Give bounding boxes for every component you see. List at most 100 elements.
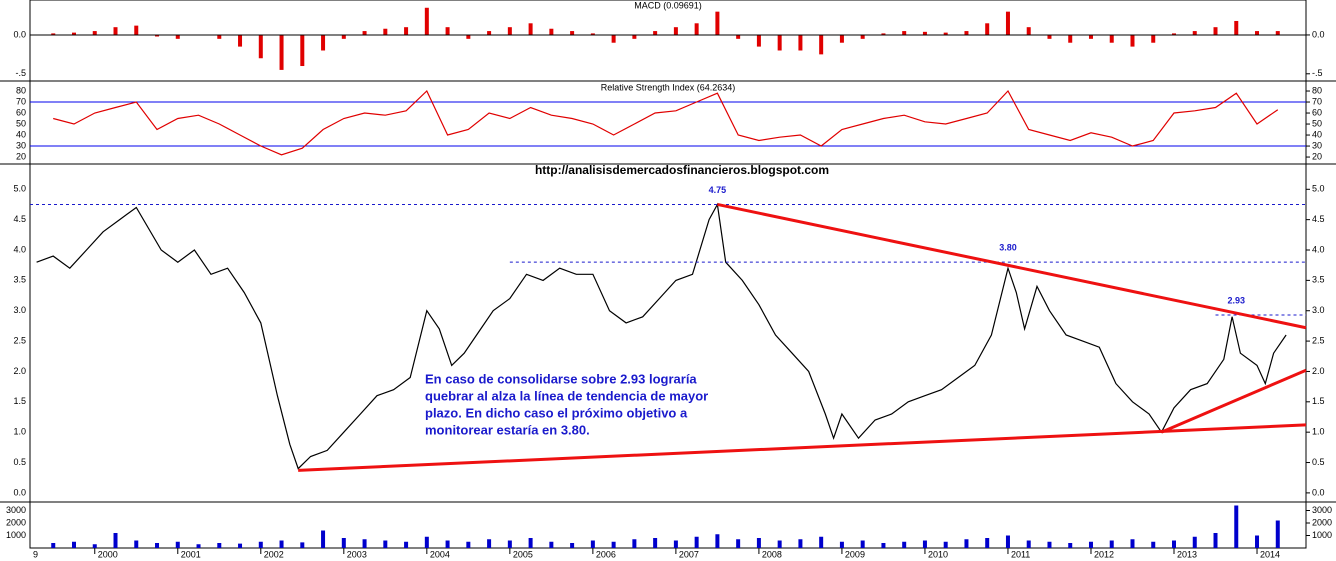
y-tick-label: 3000: [6, 505, 26, 515]
bar: [134, 540, 139, 548]
bar: [155, 543, 160, 548]
bar: [1192, 536, 1197, 548]
bar: [258, 34, 263, 59]
bar: [175, 541, 180, 548]
y-tick-label: 80: [1312, 85, 1322, 95]
bar: [72, 32, 76, 35]
bar: [570, 543, 575, 548]
x-tick-label: 2010: [928, 549, 948, 559]
bar: [839, 541, 844, 548]
bar: [1130, 34, 1135, 47]
annotation: En caso de consolidarse sobre 2.93 logra…: [425, 371, 697, 386]
bar: [196, 544, 201, 548]
y-tick-label: -.5: [15, 68, 26, 78]
y-tick-label: 3.5: [13, 275, 26, 285]
bar: [1234, 20, 1239, 35]
x-tick-label: 2003: [347, 549, 367, 559]
bar: [92, 544, 97, 548]
trendline: [1160, 368, 1307, 434]
bar: [756, 34, 761, 47]
bar: [404, 27, 409, 35]
bar: [1088, 34, 1093, 39]
source-url: http://analisisdemercadosfinancieros.blo…: [535, 163, 829, 177]
bar: [113, 533, 118, 548]
bar: [258, 541, 263, 548]
bar: [673, 540, 678, 548]
bar: [1026, 540, 1031, 548]
bar: [1151, 541, 1156, 548]
bar: [528, 538, 533, 548]
y-tick-label: 5.0: [1312, 184, 1325, 194]
y-tick-label: 70: [16, 96, 26, 106]
bar: [694, 536, 699, 548]
level-label: 4.75: [709, 185, 727, 195]
bar: [653, 31, 658, 35]
x-tick-label: 2006: [596, 549, 616, 559]
bar: [383, 28, 388, 35]
annotation: monitorear estaría en 3.80.: [425, 422, 590, 437]
bar: [549, 541, 554, 548]
bar: [1172, 540, 1176, 548]
y-tick-label: 4.0: [1312, 244, 1325, 254]
x-tick-label: 2008: [762, 549, 782, 559]
y-tick-label: 3000: [1312, 505, 1332, 515]
bar: [1192, 31, 1197, 35]
bar: [155, 34, 160, 37]
bar: [424, 536, 429, 548]
bar: [1005, 535, 1010, 548]
bar: [321, 34, 326, 51]
y-tick-label: 1.5: [1312, 396, 1325, 406]
bar: [279, 540, 284, 548]
bar: [321, 530, 326, 548]
y-tick-label: 0.0: [13, 487, 26, 497]
bar: [51, 33, 56, 35]
bar: [445, 540, 450, 548]
plot-frame: [29, 0, 1307, 549]
y-tick-label: 50: [16, 118, 26, 128]
bar: [881, 543, 886, 548]
bar: [487, 31, 492, 35]
y-tick-label: 0.0: [1312, 487, 1325, 497]
bar: [528, 23, 533, 35]
bar: [590, 33, 595, 35]
y-tick-label: 2000: [1312, 517, 1332, 527]
y-tick-label: 0.5: [13, 457, 26, 467]
bar: [445, 27, 450, 35]
x-tick-label: 9: [33, 549, 38, 559]
panel-title: MACD (0.09691): [634, 0, 702, 10]
y-tick-label: 5.0: [13, 184, 26, 194]
bar: [72, 541, 76, 548]
y-tick-label: 30: [1312, 140, 1322, 150]
y-tick-label: 0.0: [13, 29, 26, 39]
y-tick-label: 40: [1312, 129, 1322, 139]
panel-title: Relative Strength Index (64.2634): [601, 82, 736, 92]
bar: [466, 34, 471, 39]
bar: [881, 33, 886, 35]
bar: [653, 538, 658, 548]
bar: [902, 541, 907, 548]
x-tick-label: 2004: [430, 549, 450, 559]
y-tick-label: 0.5: [1312, 457, 1325, 467]
bar: [611, 541, 616, 548]
y-tick-label: 4.0: [13, 244, 26, 254]
y-tick-label: 2.5: [1312, 335, 1325, 345]
bar: [1213, 533, 1218, 548]
y-tick-label: 60: [1312, 107, 1322, 117]
y-tick-label: 2000: [6, 517, 26, 527]
y-tick-label: 50: [1312, 118, 1322, 128]
bar: [1130, 539, 1135, 548]
series-line: [53, 89, 1279, 156]
bar: [1068, 34, 1073, 43]
bar: [922, 540, 927, 548]
annotation: quebrar al alza la línea de tendencia de…: [425, 388, 708, 403]
y-tick-label: 1000: [1312, 530, 1332, 540]
y-tick-label: 3.5: [1312, 275, 1325, 285]
bar: [819, 536, 824, 548]
bar: [549, 28, 554, 35]
annotation: plazo. En dicho caso el próximo objetivo…: [425, 405, 688, 420]
bar: [632, 539, 637, 548]
y-tick-label: 60: [16, 107, 26, 117]
bar: [1026, 27, 1031, 35]
bar: [673, 27, 678, 35]
